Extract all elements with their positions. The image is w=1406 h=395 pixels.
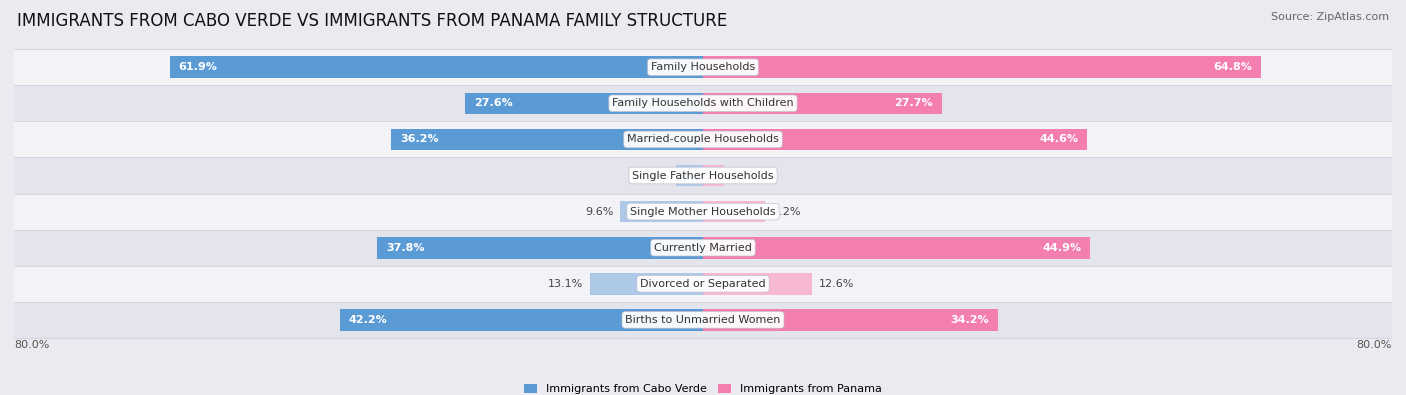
Text: 27.7%: 27.7% xyxy=(894,98,934,108)
Text: 37.8%: 37.8% xyxy=(387,243,425,253)
Bar xyxy=(14,49,1392,85)
Text: Births to Unmarried Women: Births to Unmarried Women xyxy=(626,315,780,325)
Bar xyxy=(170,56,703,78)
Text: 3.1%: 3.1% xyxy=(641,171,669,181)
Bar xyxy=(14,302,1392,338)
Bar xyxy=(14,229,1392,266)
Text: Married-couple Households: Married-couple Households xyxy=(627,134,779,145)
Bar xyxy=(620,201,703,222)
Text: Single Mother Households: Single Mother Households xyxy=(630,207,776,216)
Text: Source: ZipAtlas.com: Source: ZipAtlas.com xyxy=(1271,12,1389,22)
Bar xyxy=(703,129,1087,150)
Text: 80.0%: 80.0% xyxy=(14,340,49,350)
Bar xyxy=(676,165,703,186)
Bar xyxy=(703,237,1090,258)
Bar xyxy=(340,309,703,331)
Bar xyxy=(703,56,1261,78)
Text: 27.6%: 27.6% xyxy=(474,98,513,108)
Text: 64.8%: 64.8% xyxy=(1213,62,1253,72)
Bar xyxy=(703,309,997,331)
Bar xyxy=(703,273,811,295)
Text: 61.9%: 61.9% xyxy=(179,62,218,72)
Bar xyxy=(14,266,1392,302)
Text: Family Households with Children: Family Households with Children xyxy=(612,98,794,108)
Text: 44.9%: 44.9% xyxy=(1042,243,1081,253)
Text: IMMIGRANTS FROM CABO VERDE VS IMMIGRANTS FROM PANAMA FAMILY STRUCTURE: IMMIGRANTS FROM CABO VERDE VS IMMIGRANTS… xyxy=(17,12,727,30)
Text: 34.2%: 34.2% xyxy=(950,315,988,325)
Bar xyxy=(377,237,703,258)
Bar xyxy=(703,92,942,114)
Text: 36.2%: 36.2% xyxy=(399,134,439,145)
Text: Single Father Households: Single Father Households xyxy=(633,171,773,181)
Text: Currently Married: Currently Married xyxy=(654,243,752,253)
Bar xyxy=(465,92,703,114)
Bar xyxy=(391,129,703,150)
Text: Family Households: Family Households xyxy=(651,62,755,72)
Text: 42.2%: 42.2% xyxy=(349,315,387,325)
Bar xyxy=(14,194,1392,229)
Text: 13.1%: 13.1% xyxy=(548,279,583,289)
Legend: Immigrants from Cabo Verde, Immigrants from Panama: Immigrants from Cabo Verde, Immigrants f… xyxy=(519,379,887,395)
Bar xyxy=(14,85,1392,121)
Bar xyxy=(14,121,1392,158)
Bar xyxy=(703,201,765,222)
Bar xyxy=(14,158,1392,194)
Bar xyxy=(703,165,724,186)
Bar xyxy=(591,273,703,295)
Text: Divorced or Separated: Divorced or Separated xyxy=(640,279,766,289)
Text: 7.2%: 7.2% xyxy=(772,207,800,216)
Text: 44.6%: 44.6% xyxy=(1039,134,1078,145)
Text: 2.4%: 2.4% xyxy=(731,171,759,181)
Text: 80.0%: 80.0% xyxy=(1357,340,1392,350)
Text: 9.6%: 9.6% xyxy=(585,207,613,216)
Text: 12.6%: 12.6% xyxy=(818,279,853,289)
